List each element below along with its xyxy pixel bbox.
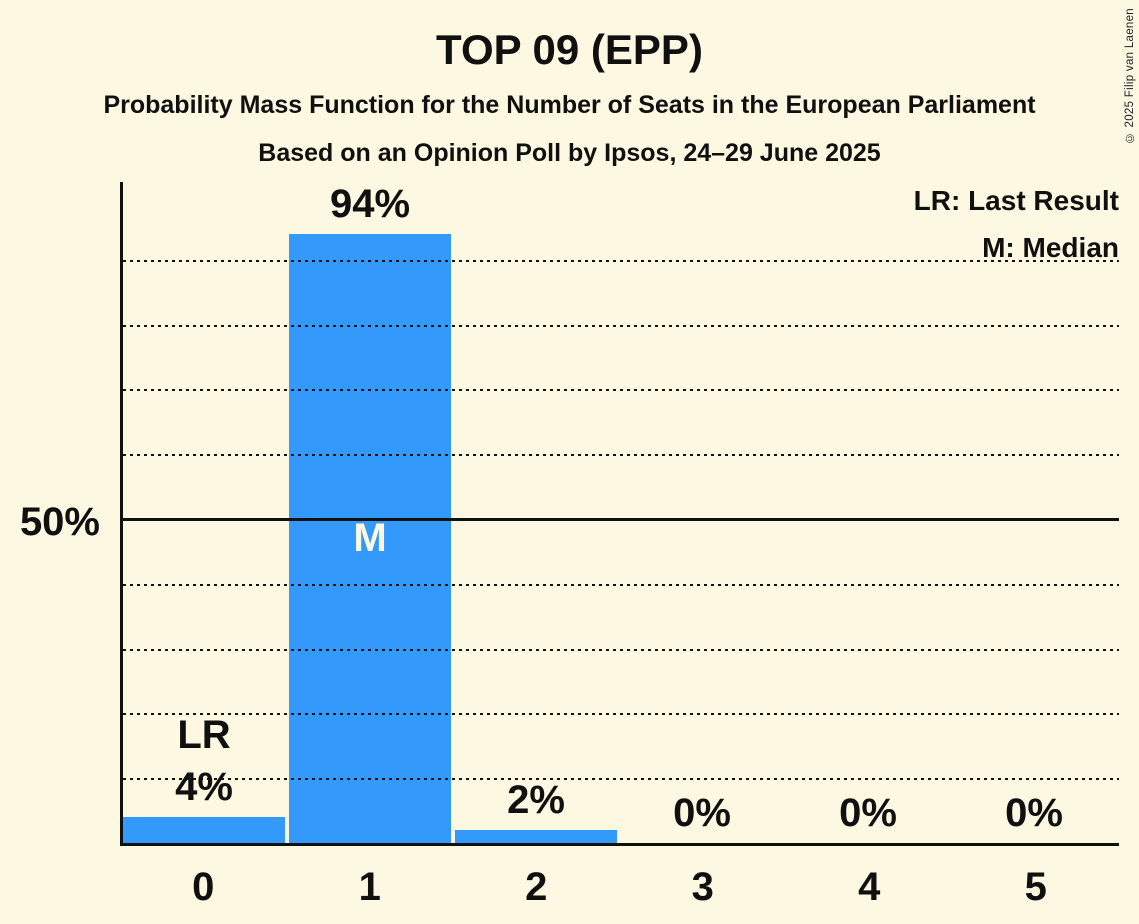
bar-slot-2: 2%: [455, 182, 621, 843]
last-result-marker: LR: [177, 713, 231, 758]
plot-area: 4% LR 94% M 2% 0% 0% 0%: [120, 182, 1119, 846]
legend-last-result: LR: Last Result: [913, 185, 1119, 216]
legend-median: M: Median: [982, 232, 1119, 263]
chart-subtitle: Probability Mass Function for the Number…: [103, 91, 1036, 119]
x-tick-label-3: 3: [691, 865, 714, 909]
bar-value-label-1: 94%: [329, 181, 411, 226]
x-tick-label-2: 2: [525, 865, 548, 909]
bar-seats-2: [455, 830, 617, 843]
bar-value-label-2: 2%: [507, 778, 565, 823]
bar-value-label-3: 0%: [673, 791, 731, 835]
x-tick-label-1: 1: [358, 865, 381, 909]
bar-slots: 4% LR 94% M 2% 0% 0% 0%: [123, 182, 1119, 843]
chart-title: TOP 09 (EPP): [436, 26, 703, 73]
bar-value-label-4: 0%: [839, 791, 897, 835]
x-tick-label-4: 4: [858, 865, 881, 909]
x-tick-label-5: 5: [1024, 865, 1047, 909]
y-axis-tick-label: 50%: [19, 500, 100, 544]
bar-slot-3: 0%: [621, 182, 787, 843]
bar-slot-0: 4% LR: [123, 182, 289, 843]
bar-slot-4: 0%: [787, 182, 953, 843]
median-marker: M: [353, 516, 387, 561]
chart-legend: LR: Last Result M: Median: [914, 177, 1119, 271]
bar-value-label-0: 4%: [175, 765, 233, 810]
bar-value-label-5: 0%: [1005, 791, 1063, 835]
copyright-notice: © 2025 Filip van Laenen: [1124, 8, 1136, 144]
bar-seats-1: [289, 233, 451, 843]
chart-poll-details: Based on an Opinion Poll by Ipsos, 24–29…: [258, 139, 881, 167]
bar-seats-0: [123, 817, 285, 843]
bar-slot-1: 94% M: [289, 182, 455, 843]
x-tick-label-0: 0: [192, 865, 215, 909]
bar-slot-5: 0%: [953, 182, 1119, 843]
x-axis-labels: 0 1 2 3 4 5: [120, 864, 1119, 910]
